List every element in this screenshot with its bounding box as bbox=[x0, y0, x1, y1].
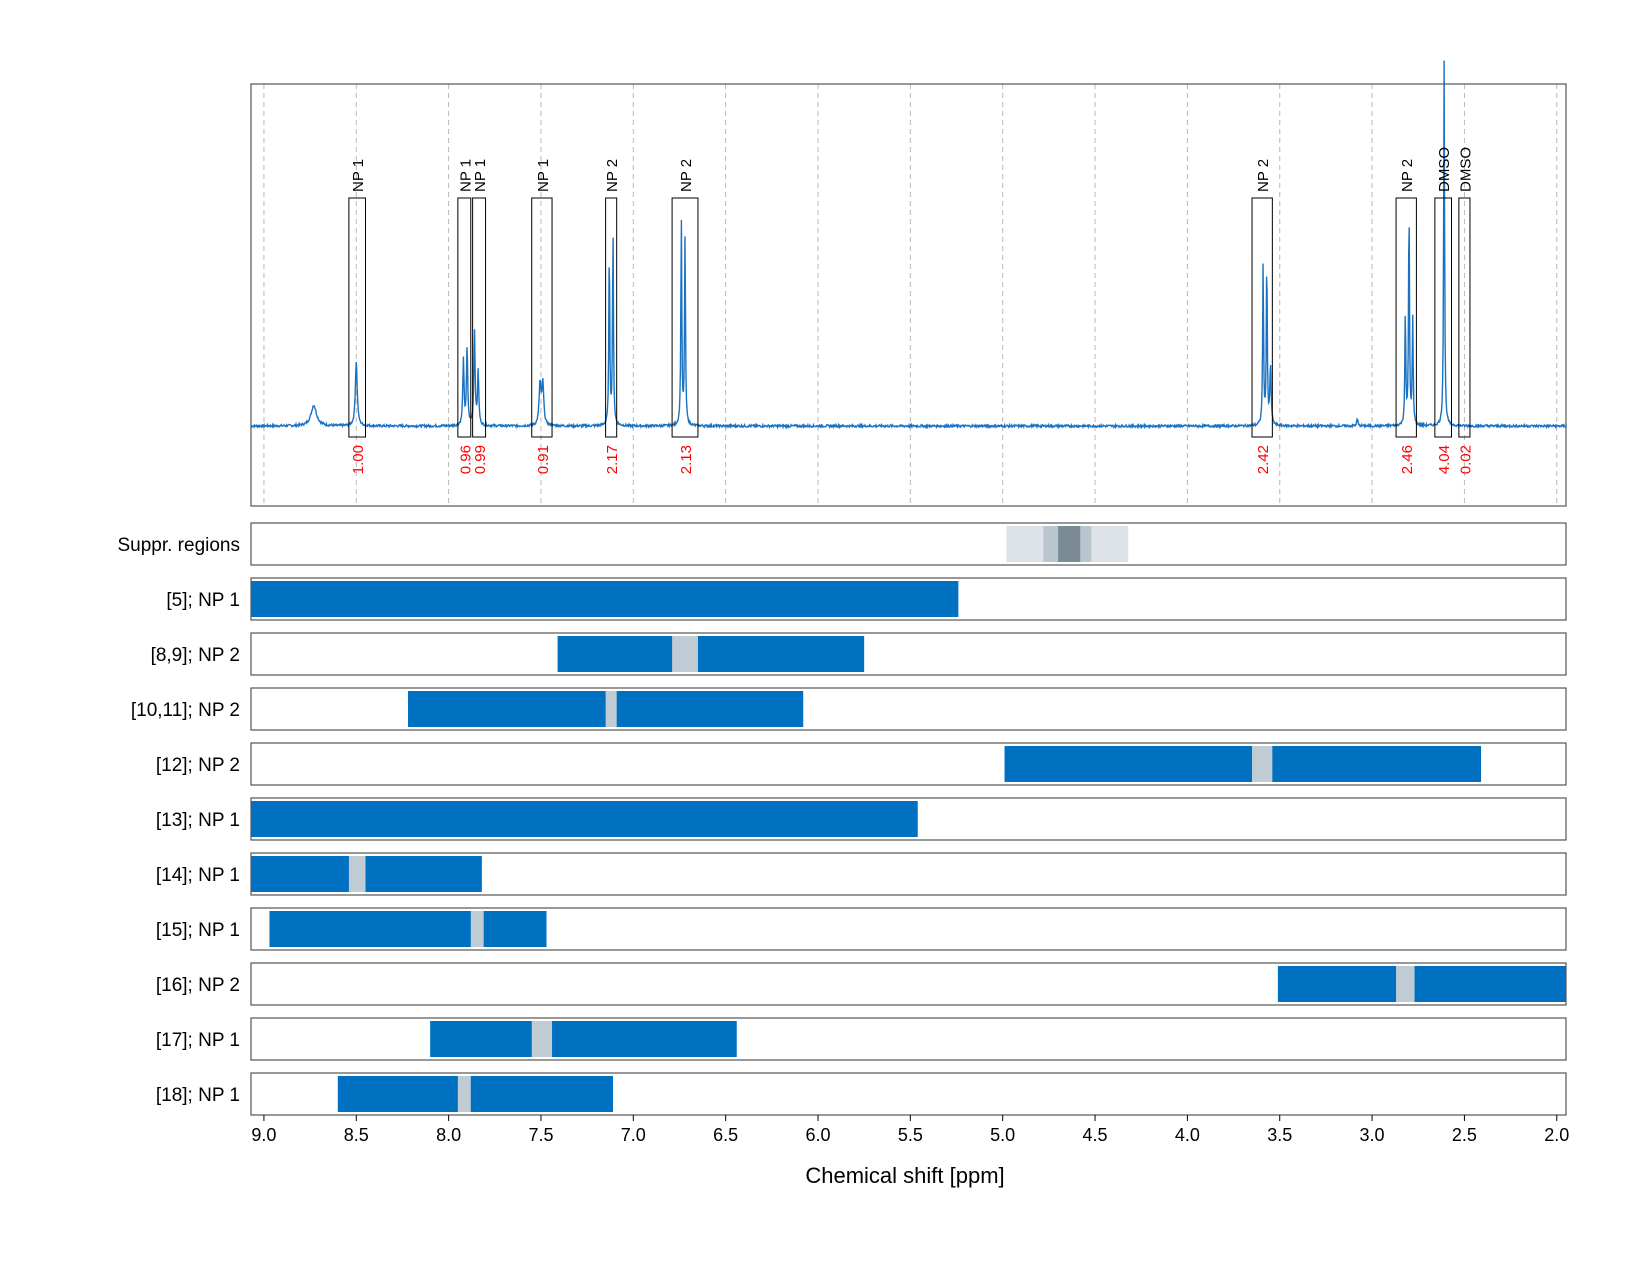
row-bar bbox=[337, 1076, 613, 1112]
peak-region-label: DMSO bbox=[1457, 147, 1474, 192]
integral-value: 4.04 bbox=[1436, 445, 1453, 474]
row-gap bbox=[605, 691, 617, 727]
row-label: [17]; NP 1 bbox=[156, 1030, 240, 1051]
assignment-row: [18]; NP 1 bbox=[156, 1072, 1567, 1116]
row-gap bbox=[1396, 966, 1415, 1002]
peak-region-box bbox=[671, 197, 699, 438]
integral-value: 0.96 bbox=[457, 445, 474, 474]
x-tick-label: 2.5 bbox=[1452, 1125, 1477, 1145]
peak-region-box bbox=[457, 197, 472, 438]
x-axis: 9.0 8.5 8.0 7.5 7.0 6.5 6.0 5.5 5.0 4.5 4.0 3.5 3.0 2… bbox=[251, 1115, 1569, 1145]
spectrum-panel-frame bbox=[250, 83, 1567, 507]
row-gap bbox=[1252, 746, 1273, 782]
x-tick-label: 6.0 bbox=[805, 1125, 830, 1145]
x-tick-label: 7.0 bbox=[621, 1125, 646, 1145]
assignment-row: [13]; NP 1 bbox=[156, 797, 1567, 841]
x-tick-label: 7.5 bbox=[528, 1125, 553, 1145]
peak-region-box bbox=[1434, 197, 1452, 438]
row-label: [5]; NP 1 bbox=[166, 590, 240, 611]
x-tick-label: 8.0 bbox=[436, 1125, 461, 1145]
row-bar bbox=[430, 1021, 737, 1057]
x-tick-label: 4.0 bbox=[1175, 1125, 1200, 1145]
peak-region-label: NP 1 bbox=[350, 159, 367, 192]
row-label: [18]; NP 1 bbox=[156, 1085, 240, 1106]
peak-region-label: NP 2 bbox=[1399, 159, 1416, 192]
row-gap bbox=[531, 1021, 553, 1057]
x-tick-label: 3.5 bbox=[1267, 1125, 1292, 1145]
peak-region-label: NP 2 bbox=[1255, 159, 1272, 192]
row-label: [12]; NP 2 bbox=[156, 755, 240, 776]
row-label: [10,11]; NP 2 bbox=[131, 700, 240, 721]
x-tick-label: 8.5 bbox=[344, 1125, 369, 1145]
row-frame bbox=[250, 632, 1567, 676]
assignment-row: [8,9]; NP 2 bbox=[151, 632, 1567, 676]
x-tick-label: 5.0 bbox=[990, 1125, 1015, 1145]
row-bar bbox=[251, 856, 482, 892]
row-label: Suppr. regions bbox=[117, 535, 240, 556]
integral-value: 2.46 bbox=[1399, 445, 1416, 474]
row-label: [13]; NP 1 bbox=[156, 810, 240, 831]
integral-value: 0.99 bbox=[472, 445, 489, 474]
peak-region-box bbox=[1458, 197, 1471, 438]
assignment-row: [5]; NP 1 bbox=[166, 577, 1567, 621]
integral-value: 1.00 bbox=[350, 445, 367, 474]
integral-value: 2.13 bbox=[678, 445, 695, 474]
row-gap bbox=[672, 636, 698, 672]
peak-region-label: NP 1 bbox=[535, 159, 552, 192]
assignment-row: [12]; NP 2 bbox=[156, 742, 1567, 786]
assignment-row: [16]; NP 2 bbox=[156, 962, 1567, 1006]
peak-region-box bbox=[348, 197, 367, 438]
spectrum-line bbox=[250, 60, 1567, 430]
row-bar bbox=[1004, 746, 1482, 782]
peak-region-box bbox=[472, 197, 487, 438]
row-bar bbox=[269, 911, 547, 947]
row-gap bbox=[470, 911, 484, 947]
row-label: [8,9]; NP 2 bbox=[151, 645, 240, 666]
suppressed-region bbox=[1058, 526, 1081, 562]
assignment-row: [17]; NP 1 bbox=[156, 1017, 1567, 1061]
assignment-row: [10,11]; NP 2 bbox=[131, 687, 1567, 731]
x-tick-label: 4.5 bbox=[1083, 1125, 1108, 1145]
bar-rows: Suppr. regions [5]; NP 1 [8,9]; NP 2 [10,11… bbox=[117, 522, 1567, 1116]
integral-value: 2.42 bbox=[1255, 445, 1272, 474]
row-gap bbox=[348, 856, 366, 892]
row-bar bbox=[1277, 966, 1566, 1002]
row-bar bbox=[557, 636, 865, 672]
assignment-row: [15]; NP 1 bbox=[156, 907, 1567, 951]
grid-lines bbox=[263, 84, 1558, 506]
assignment-row: [14]; NP 1 bbox=[156, 852, 1567, 896]
x-tick-label: 6.5 bbox=[713, 1125, 738, 1145]
x-tick-label: 5.5 bbox=[898, 1125, 923, 1145]
x-tick-label: 2.0 bbox=[1544, 1125, 1569, 1145]
peak-region-box bbox=[531, 197, 553, 438]
row-label: [15]; NP 1 bbox=[156, 920, 240, 941]
peak-region-label: NP 2 bbox=[604, 159, 621, 192]
x-tick-label: 9.0 bbox=[251, 1125, 276, 1145]
row-bar bbox=[251, 801, 918, 837]
suppressed-regions-row: Suppr. regions bbox=[117, 522, 1567, 566]
peak-region-box bbox=[1251, 197, 1273, 438]
peak-region-box bbox=[1395, 197, 1417, 438]
peak-region-label: NP 1 bbox=[472, 159, 489, 192]
row-frame bbox=[250, 522, 1567, 566]
peak-annotations: NP 1 1.00 NP 1 0.96 NP 1 0.99 NP 1 0.91 NP 2 2.17… bbox=[348, 147, 1474, 474]
peak-region-label: NP 2 bbox=[678, 159, 695, 192]
row-label: [16]; NP 2 bbox=[156, 975, 240, 996]
row-label: [14]; NP 1 bbox=[156, 865, 240, 886]
peak-region-label: DMSO bbox=[1436, 147, 1453, 192]
x-axis-label: Chemical shift [ppm] bbox=[805, 1163, 1004, 1188]
integral-value: 2.17 bbox=[604, 445, 621, 474]
integral-value: 0.91 bbox=[535, 445, 552, 474]
integral-value: 0.02 bbox=[1457, 445, 1474, 474]
x-tick-label: 3.0 bbox=[1360, 1125, 1385, 1145]
peak-region-label: NP 1 bbox=[457, 159, 474, 192]
peak-region-box bbox=[605, 197, 618, 438]
row-bar bbox=[251, 581, 959, 617]
row-gap bbox=[457, 1076, 471, 1112]
